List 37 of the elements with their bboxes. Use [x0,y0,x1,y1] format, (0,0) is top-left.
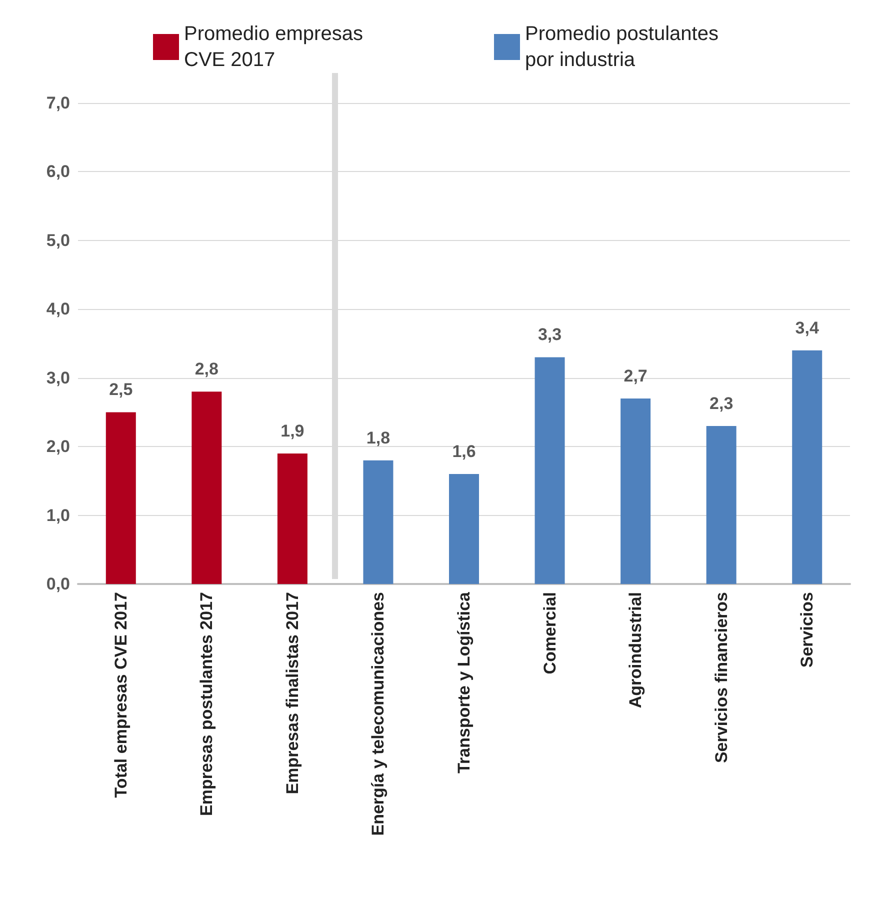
data-label: 1,8 [366,428,390,448]
x-tick-label: Empresas postulantes 2017 [197,592,216,816]
legend-label: Promedio empresas CVE 2017 [184,23,369,71]
data-label: 3,4 [795,318,820,338]
legend-label: Promedio postulantes por industria [525,23,724,71]
x-tick-label: Agroindustrial [626,592,646,708]
data-label: 1,9 [280,421,304,440]
x-tick-label: Transporte y Logística [454,591,474,774]
bar [706,426,736,584]
x-tick-label: Empresas finalistas 2017 [282,592,302,794]
y-tick-label: 1,0 [46,506,70,525]
y-tick-label: 5,0 [46,230,70,250]
data-label: 2,3 [710,394,734,413]
bar [534,357,565,584]
y-tick-label: 4,0 [46,300,70,319]
data-label: 1,6 [452,442,476,462]
y-tick-label: 3,0 [46,368,70,388]
x-tick-label: Total empresas CVE 2017 [111,592,130,798]
bar [106,412,136,584]
bar [792,350,822,584]
x-tick-label: Comercial [540,592,560,674]
data-label: 2,8 [194,360,218,379]
bar [449,474,479,584]
y-tick-label: 0,0 [46,574,70,594]
bar [620,398,651,584]
bar [277,453,308,584]
x-tick-label: Energía y telecomunicaciones [368,592,388,836]
data-label: 2,5 [109,380,133,400]
y-tick-label: 7,0 [46,94,70,112]
bar [192,392,222,584]
y-tick-label: 6,0 [46,162,70,182]
data-label: 3,3 [538,325,562,344]
data-label: 2,7 [624,366,648,386]
x-tick-label: Servicios financieros [712,592,731,764]
x-tick-label: Servicios [798,592,817,668]
y-tick-label: 2,0 [46,437,70,456]
bar [363,460,394,584]
